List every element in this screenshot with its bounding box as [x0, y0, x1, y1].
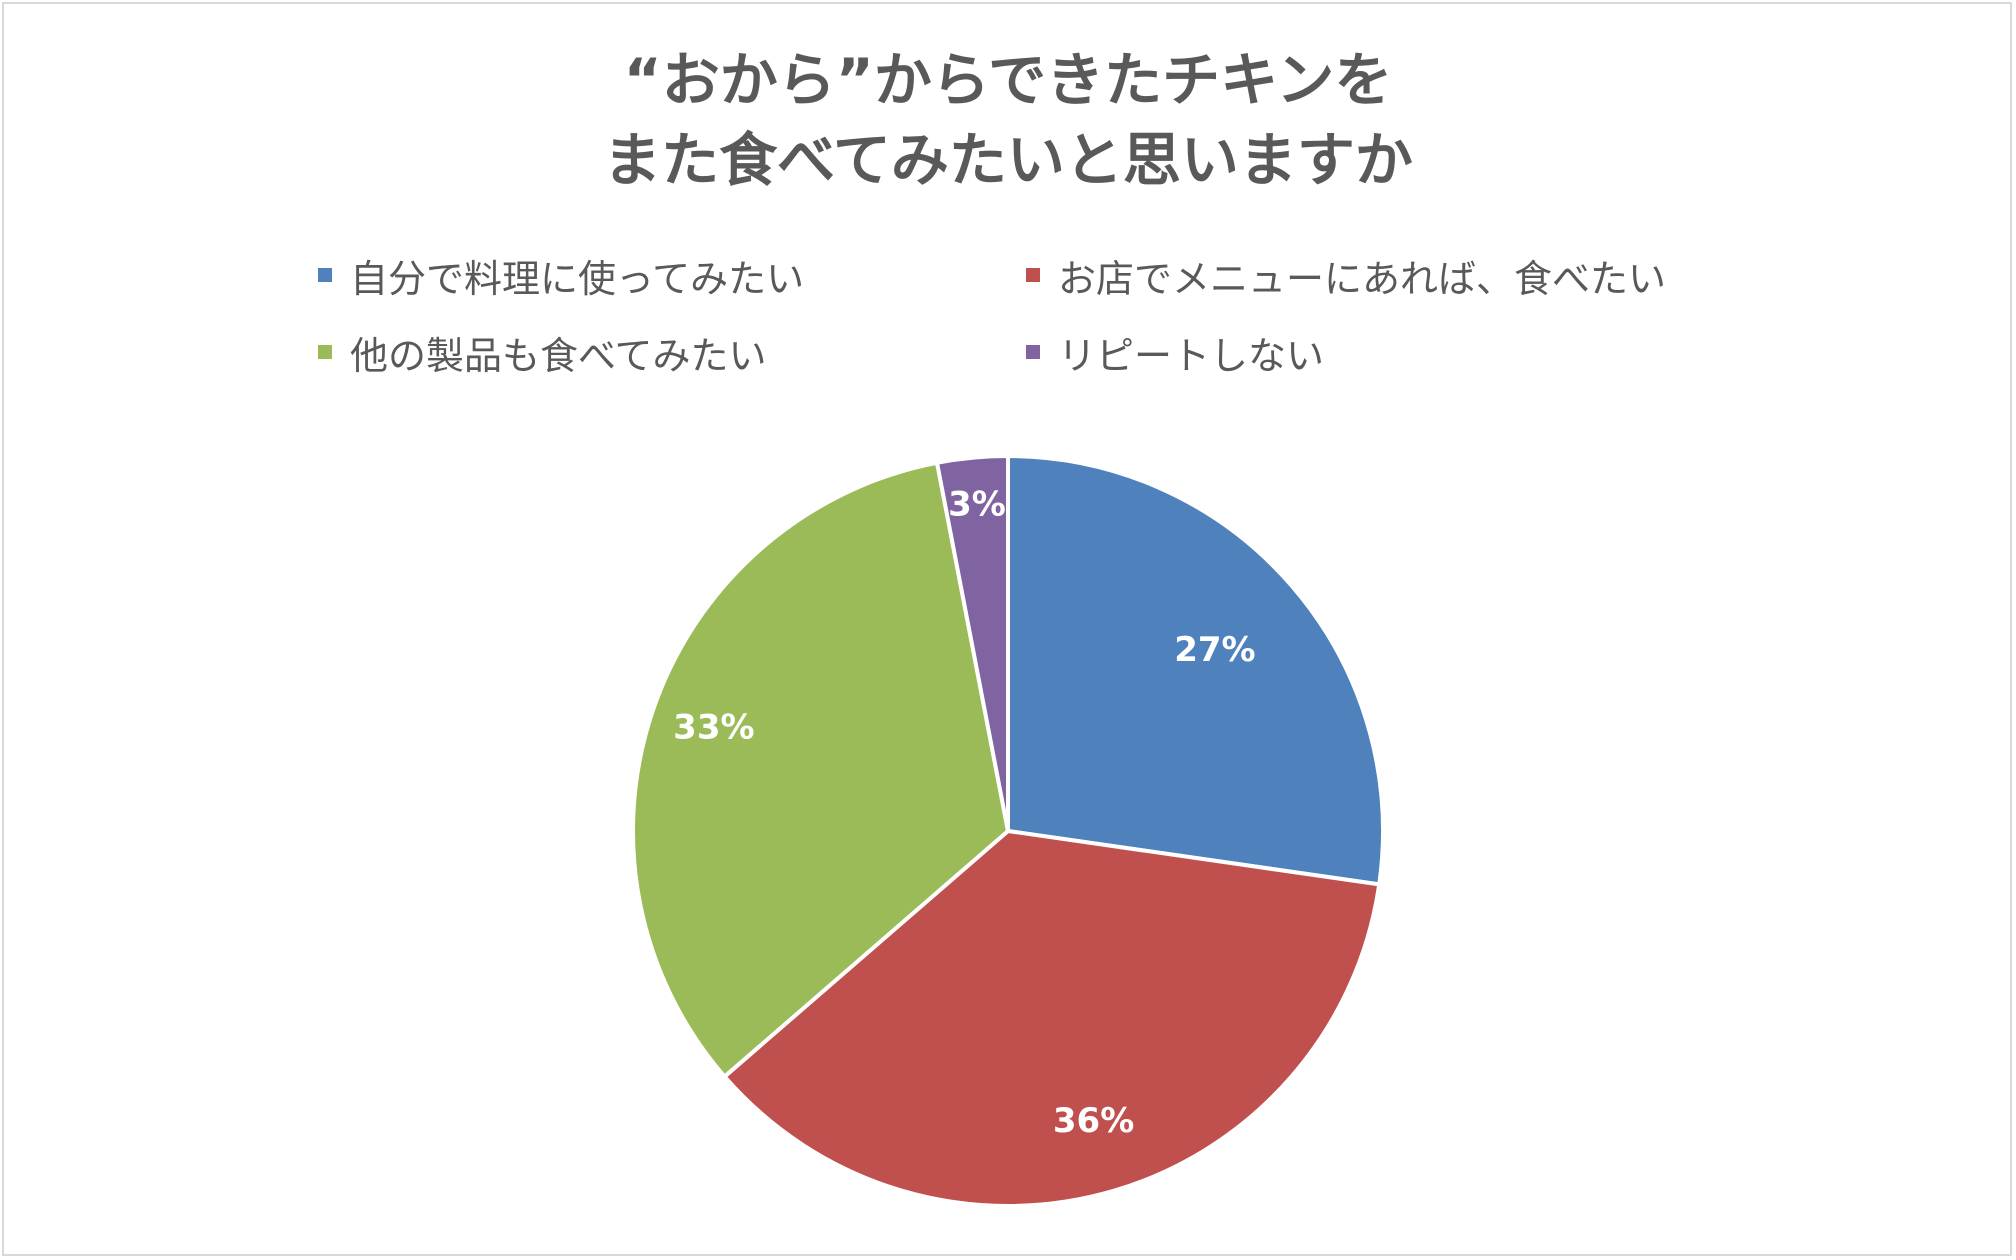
data-label-other-products: 33%	[673, 708, 754, 748]
chart-title-line-2: また食べてみたいと思いますか	[603, 126, 1413, 194]
data-label-no-repeat: 3%	[948, 485, 1006, 525]
legend-swatch-restaurant-menu	[1026, 268, 1040, 282]
legend-swatch-cook-at-home	[318, 268, 332, 282]
data-label-cook-at-home: 27%	[1174, 630, 1255, 670]
legend-item-other-products: 他の製品も食べてみたい	[318, 327, 767, 378]
pie-slice-no-repeat	[935, 454, 1010, 833]
pie-slice-cook-at-home	[1006, 454, 1385, 887]
legend-item-no-repeat: リピートしない	[1026, 327, 1325, 378]
legend-label-no-repeat: リピートしない	[1058, 333, 1325, 378]
legend-item-cook-at-home: 自分で料理に使ってみたい	[318, 250, 805, 301]
legend-label-restaurant-menu: お店でメニューにあれば、食べたい	[1058, 256, 1667, 301]
pie-slice-other-products	[631, 460, 1010, 1079]
legend-label-other-products: 他の製品も食べてみたい	[350, 333, 767, 378]
chart-title-line-1: “おから”からできたチキンを	[623, 46, 1393, 114]
legend-swatch-no-repeat	[1026, 345, 1040, 359]
legend-swatch-other-products	[318, 345, 332, 359]
data-label-restaurant-menu: 36%	[1053, 1101, 1134, 1141]
legend-label-cook-at-home: 自分で料理に使ってみたい	[350, 256, 805, 301]
pie-slice-restaurant-menu	[722, 829, 1382, 1208]
legend-item-restaurant-menu: お店でメニューにあれば、食べたい	[1026, 250, 1667, 301]
